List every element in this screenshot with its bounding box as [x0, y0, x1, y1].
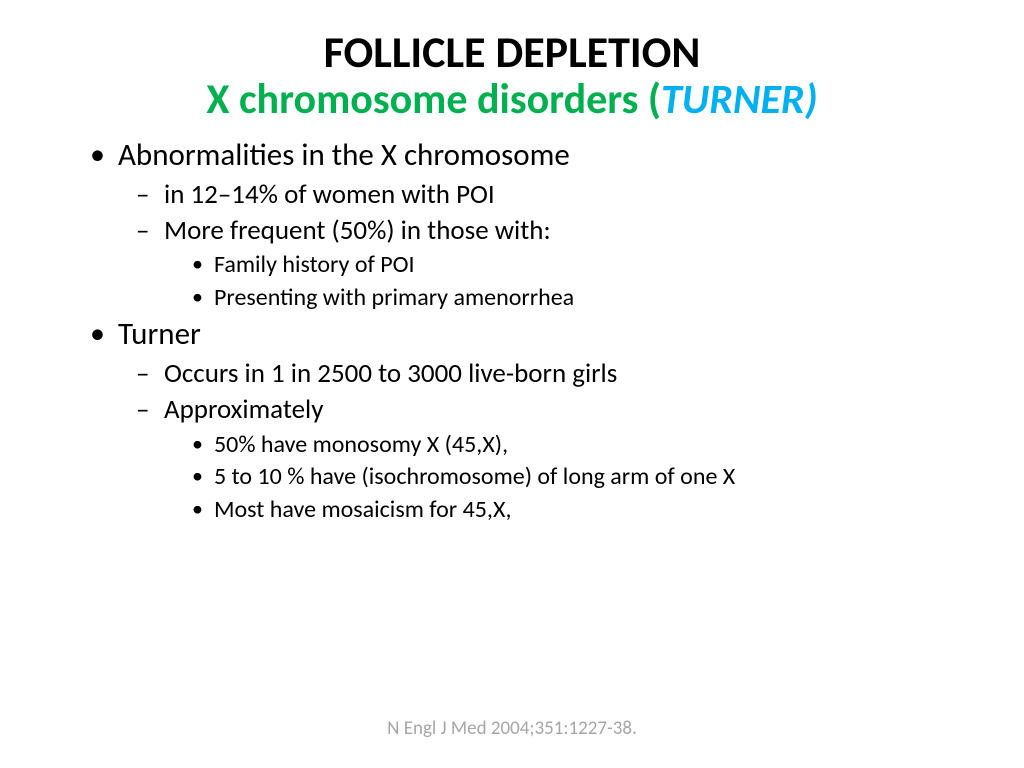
list-item: Most have mosaicism for 45,X, — [192, 494, 964, 526]
content-body: Abnormalities in the X chromosome in 12–… — [60, 135, 964, 526]
subtitle-part-green: X chromosome disorders ( — [206, 74, 661, 125]
bullet-list: Abnormalities in the X chromosome in 12–… — [90, 135, 964, 526]
bullet-text: Approximately — [164, 393, 323, 426]
list-item: 50% have monosomy X (45,X), — [192, 429, 964, 461]
slide-subtitle: X chromosome disorders (TURNER) — [60, 76, 964, 124]
bullet-text: Abnormalities in the X chromosome — [118, 136, 570, 174]
list-item: Approximately 50% have monosomy X (45,X)… — [136, 392, 964, 526]
list-item: in 12–14% of women with POI — [136, 177, 964, 213]
list-item: Presenting with primary amenorrhea — [192, 282, 964, 314]
list-item: Occurs in 1 in 2500 to 3000 live-born gi… — [136, 356, 964, 392]
bullet-text: 50% have monosomy X (45,X), — [214, 430, 508, 459]
list-item: Family history of POI — [192, 249, 964, 281]
citation-footer: N Engl J Med 2004;351:1227-38. — [0, 717, 1024, 740]
list-item: 5 to 10 % have (isochromosome) of long a… — [192, 461, 964, 493]
title-block: FOLLICLE DEPLETION X chromosome disorder… — [60, 28, 964, 125]
bullet-text: in 12–14% of women with POI — [164, 178, 495, 211]
subtitle-part-blue: TURNER) — [661, 74, 818, 125]
bullet-text: Presenting with primary amenorrhea — [214, 283, 574, 312]
bullet-text: Occurs in 1 in 2500 to 3000 live-born gi… — [164, 357, 617, 390]
list-item: Abnormalities in the X chromosome in 12–… — [90, 135, 964, 315]
bullet-text: Turner — [118, 315, 201, 353]
slide-title: FOLLICLE DEPLETION — [60, 28, 964, 76]
list-item: More frequent (50%) in those with: Famil… — [136, 213, 964, 314]
bullet-text: 5 to 10 % have (isochromosome) of long a… — [214, 462, 735, 491]
bullet-text: Most have mosaicism for 45,X, — [214, 495, 511, 524]
slide-container: FOLLICLE DEPLETION X chromosome disorder… — [0, 0, 1024, 768]
bullet-text: Family history of POI — [214, 250, 415, 279]
list-item: Turner Occurs in 1 in 2500 to 3000 live-… — [90, 314, 964, 526]
bullet-text: More frequent (50%) in those with: — [164, 214, 551, 247]
